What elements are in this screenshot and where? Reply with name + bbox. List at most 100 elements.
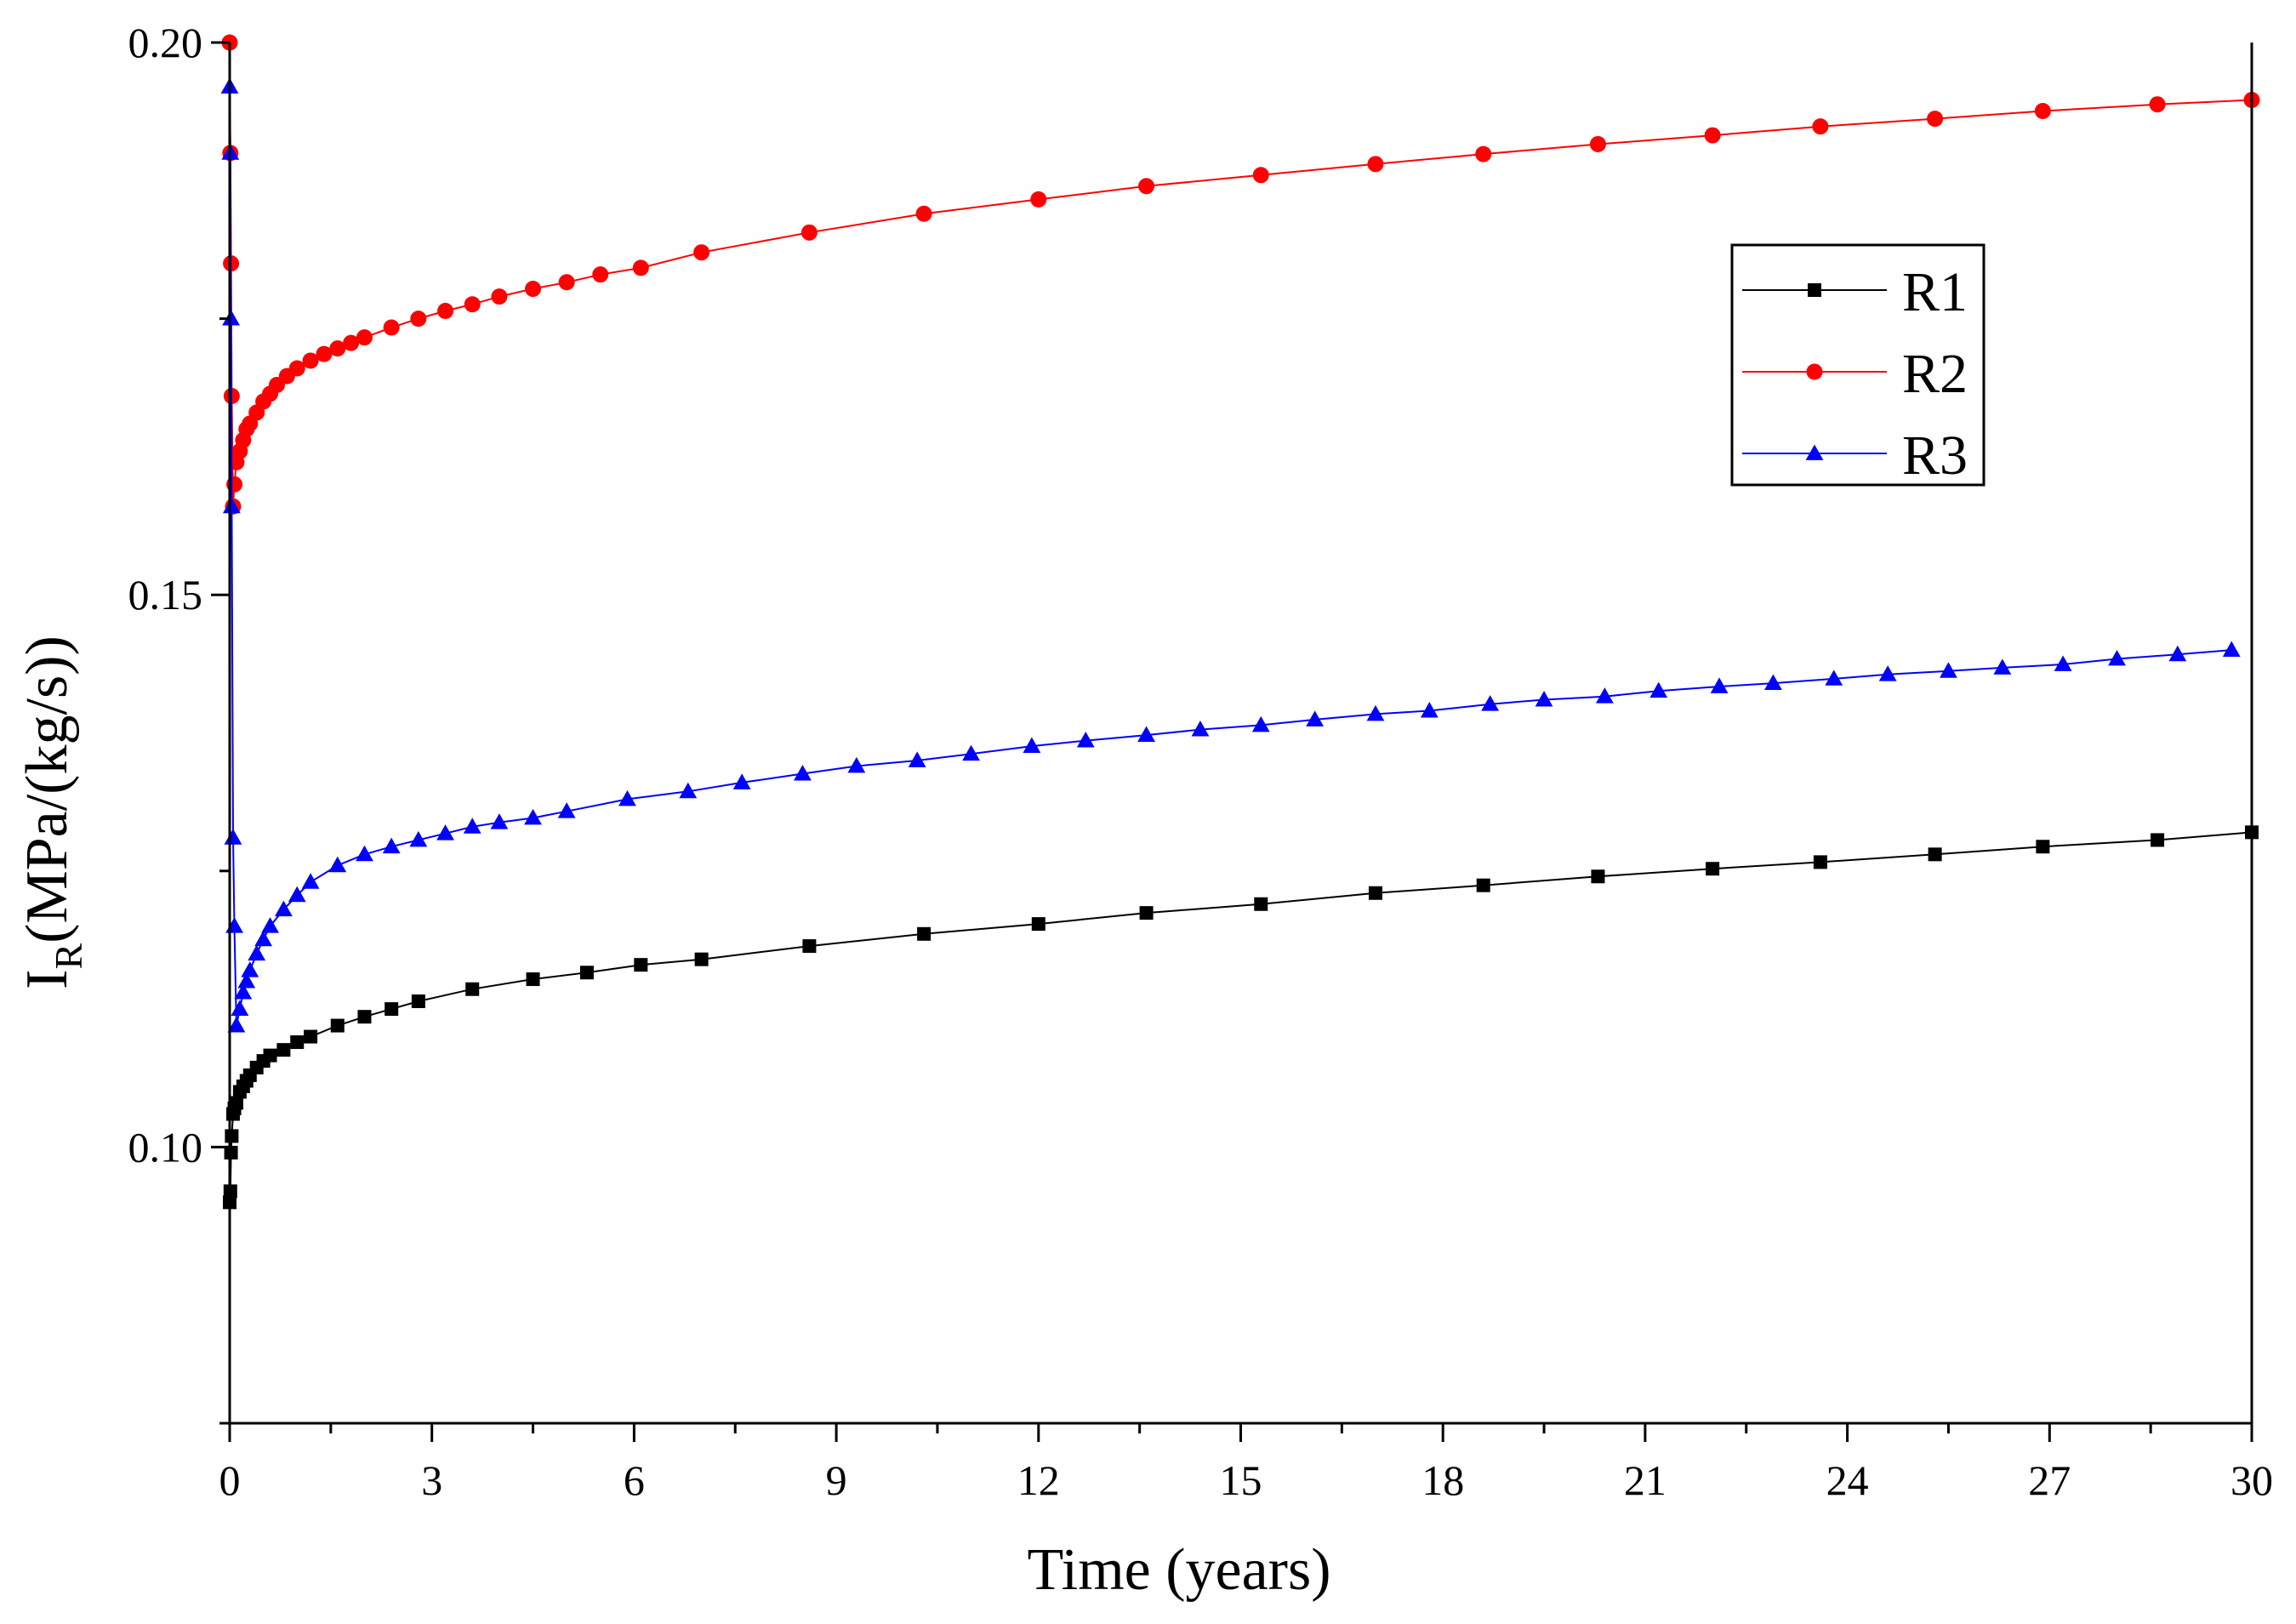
legend-items: R1 R2 R3	[1742, 261, 1968, 487]
data-point-r3	[732, 773, 751, 789]
data-point-r2	[464, 296, 481, 313]
data-point-r2	[288, 360, 305, 377]
data-point-r1	[465, 982, 480, 996]
data-point-r3	[1023, 737, 1041, 754]
y-tick-label: 0.15	[128, 571, 203, 618]
data-point-r2	[1589, 135, 1606, 152]
data-point-r3	[231, 1000, 249, 1017]
data-point-r3	[225, 917, 243, 933]
data-point-r3	[1535, 690, 1553, 707]
data-point-r2	[329, 340, 346, 357]
data-point-r3	[1366, 704, 1385, 721]
data-point-r1	[411, 994, 425, 1009]
legend-item-r1: R1	[1742, 261, 1968, 323]
data-point-r2	[592, 266, 609, 283]
data-point-r3	[227, 1017, 246, 1033]
data-point-r1	[1368, 886, 1382, 900]
data-point-r1	[1031, 917, 1045, 932]
data-point-r2	[437, 303, 454, 320]
data-point-r3	[1878, 665, 1897, 681]
data-point-r1	[1706, 862, 1720, 876]
y-axis-title: IR(MPa/(kg/s))	[14, 635, 90, 989]
data-point-r3	[908, 751, 926, 767]
data-point-r2	[1475, 145, 1492, 162]
legend-marker	[1806, 363, 1823, 380]
data-point-r1	[276, 1043, 291, 1057]
data-point-r1	[1254, 897, 1268, 911]
data-point-r2	[558, 274, 575, 291]
legend: R1 R2 R3	[1730, 243, 1985, 487]
legend-marker	[1805, 444, 1824, 460]
data-point-r3	[2108, 649, 2126, 666]
data-point-r3	[1649, 681, 1668, 698]
data-point-r3	[1251, 715, 1270, 732]
data-point-r3	[1306, 710, 1325, 727]
data-point-r2	[356, 329, 373, 346]
series-line-r3	[229, 86, 2232, 1026]
data-point-r2	[1138, 178, 1155, 195]
data-point-r3	[1191, 721, 1210, 737]
data-point-r1	[263, 1048, 277, 1063]
data-point-r3	[962, 744, 980, 761]
data-point-r3	[248, 944, 266, 961]
data-point-r2	[525, 281, 542, 298]
legend-box	[1730, 243, 1985, 487]
y-tick-label: 0.20	[128, 19, 203, 66]
data-point-r3	[328, 856, 347, 873]
legend-label: R1	[1902, 261, 1968, 323]
data-point-r1	[634, 958, 648, 972]
data-point-r3	[224, 829, 242, 845]
x-tick-label: 12	[1017, 1456, 1060, 1504]
data-point-r3	[274, 900, 293, 917]
data-point-r1	[229, 1096, 243, 1110]
data-point-r1	[694, 952, 709, 966]
data-point-r2	[410, 311, 427, 328]
data-point-r3	[288, 886, 306, 903]
x-tick-label: 9	[826, 1456, 847, 1504]
data-point-r3	[436, 824, 454, 840]
data-point-r2	[1030, 191, 1047, 208]
data-point-r3	[490, 813, 509, 829]
data-point-r1	[802, 939, 817, 954]
data-point-r3	[1825, 670, 1843, 686]
y-axis-title-main: I	[14, 970, 80, 989]
series-r1	[223, 825, 2259, 1210]
axes-layer: 0 3 6 9 12 15 18 21 24 27 30 0.10 0.15 0.20	[128, 19, 2274, 1504]
data-point-r1	[579, 966, 594, 980]
series-line-r1	[229, 831, 2253, 1203]
data-point-r3	[234, 983, 253, 1000]
data-point-r3	[847, 756, 866, 773]
series-r3	[220, 77, 2241, 1033]
data-point-r3	[618, 789, 636, 806]
x-tick-label: 27	[2028, 1456, 2071, 1504]
data-point-r3	[1076, 732, 1095, 748]
data-point-r1	[1928, 847, 1942, 862]
data-point-r3	[2054, 655, 2072, 671]
y-tick-label: 0.10	[128, 1123, 203, 1171]
series-layer	[220, 34, 2260, 1210]
legend-label: R3	[1902, 425, 1968, 487]
data-point-r1	[526, 972, 540, 987]
x-axis-title: Time (years)	[1027, 1537, 1330, 1603]
data-point-r3	[1481, 695, 1500, 711]
data-point-r1	[917, 926, 932, 941]
data-point-r3	[1137, 726, 1155, 743]
data-point-r2	[800, 224, 818, 241]
data-point-r3	[463, 818, 481, 834]
data-point-r3	[254, 930, 273, 947]
data-point-r3	[1595, 687, 1614, 704]
data-point-r1	[224, 1145, 238, 1160]
data-point-r2	[1252, 167, 1269, 184]
data-point-r3	[679, 782, 698, 799]
data-point-r1	[225, 1129, 239, 1143]
data-point-r1	[304, 1029, 318, 1044]
data-point-r2	[632, 259, 649, 276]
y-axis-title-subscript: R	[47, 943, 90, 970]
data-point-r2	[302, 352, 319, 369]
x-tick-label: 0	[219, 1456, 241, 1504]
legend-marker	[1808, 283, 1821, 297]
legend-item-r3: R3	[1742, 425, 1968, 487]
data-point-r3	[382, 837, 401, 854]
data-point-r2	[2034, 103, 2051, 120]
